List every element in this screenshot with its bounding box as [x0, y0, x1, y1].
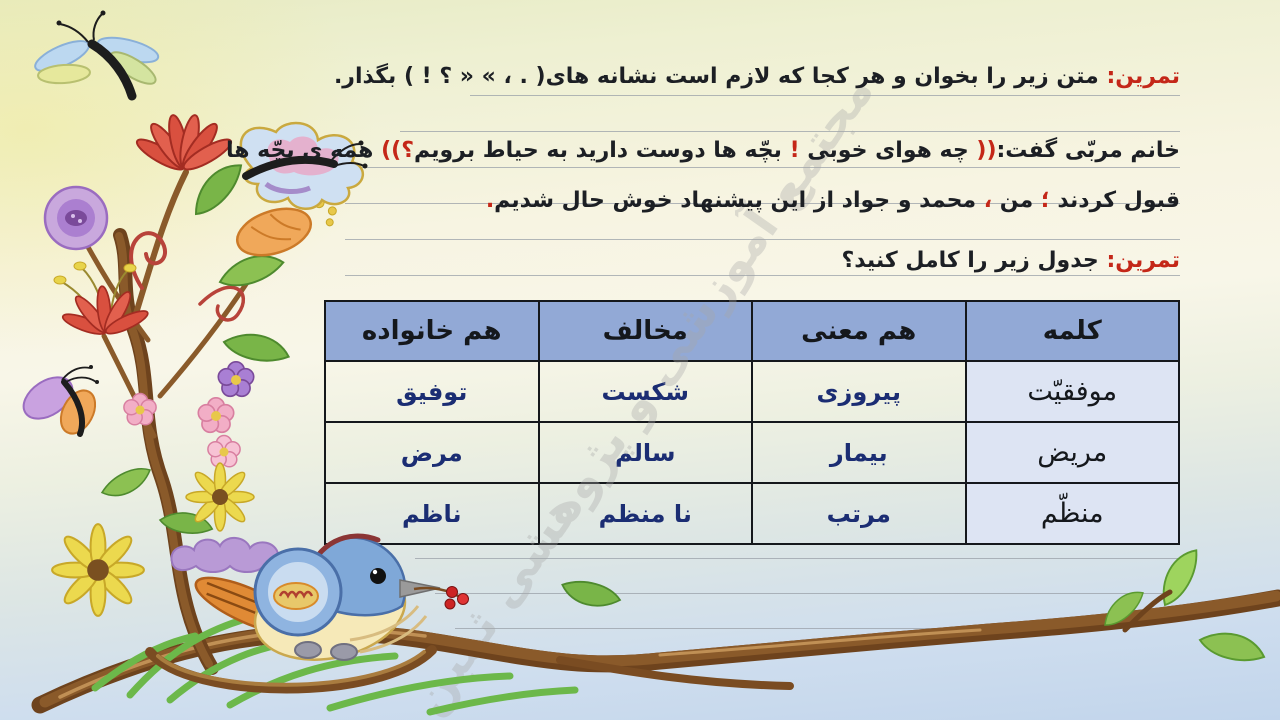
semicolon-mark: ؛: [1040, 188, 1050, 213]
ruled-line: [470, 95, 1180, 96]
period-mark: .: [485, 188, 495, 213]
orange-tulip-flower: [236, 197, 337, 257]
passage-text: قبول کردند: [1049, 188, 1180, 213]
quote-open-mark: ((: [976, 138, 997, 163]
passage-text: خانم مربّی گفت:: [996, 138, 1181, 163]
purple-blossom: [217, 361, 255, 398]
header-family: هم خانواده: [324, 300, 540, 362]
word-cell: موفقیّت: [964, 360, 1180, 423]
comma-mark: ،: [983, 188, 993, 213]
ruled-line: [400, 131, 1180, 132]
family-cell: مرض: [324, 421, 540, 484]
pink-blossoms: [123, 392, 241, 468]
dragonfly-icon: [34, 10, 160, 101]
synonym-cell: پیروزی: [751, 360, 967, 423]
exercise1-body: متن زیر را بخوان و هر کجا که لازم است نش…: [333, 64, 1107, 89]
exclamation-mark: !: [789, 138, 800, 163]
purple-pom-flower: [43, 185, 109, 251]
header-synonym: هم معنی: [751, 300, 967, 362]
exercise2-label: تمرین:: [1106, 248, 1180, 273]
synonym-cell: بیمار: [751, 421, 967, 484]
word-cell: منظّم: [964, 482, 1180, 545]
family-cell: توفیق: [324, 360, 540, 423]
passage-text: محمد و جواد از این پیشنهاد خوش حال شدیم: [494, 188, 984, 213]
red-fan-flower: [53, 261, 152, 339]
table-row: مریض بیمار سالم مرض: [324, 421, 1180, 484]
passage-text: من: [992, 188, 1041, 213]
ruled-line: [345, 275, 1180, 276]
passage-line-2: قبول کردند ؛ من ، محمد و جواد از این پیش…: [486, 188, 1180, 213]
table-row: موفقیّت پیروزی شکست توفیق: [324, 360, 1180, 423]
ruled-line: [345, 239, 1180, 240]
antonym-cell: نا منظم: [537, 482, 753, 545]
bottom-branch-illustration: [31, 543, 1280, 714]
bird-illustration: [91, 533, 579, 716]
purple-ruffle: [170, 537, 299, 574]
synonym-cell: مرتب: [751, 482, 967, 545]
ruled-line: [415, 558, 1180, 559]
butterfly-small-icon: [22, 365, 99, 437]
header-antonym: مخالف: [537, 300, 753, 362]
word-cell: مریض: [964, 421, 1180, 484]
vocabulary-table: کلمه هم معنی مخالف هم خانواده موفقیّت پی…: [324, 300, 1180, 545]
passage-line-1: خانم مربّی گفت:(( چه هوای خوبی ! بچّه ها…: [226, 138, 1180, 163]
yellow-daisy: [51, 523, 145, 617]
exercise1-line: تمرین: متن زیر را بخوان و هر کجا که لازم…: [334, 64, 1180, 89]
table-header-row: کلمه هم معنی مخالف هم خانواده: [324, 300, 1180, 362]
table-row: منظّم مرتب نا منظم ناظم: [324, 482, 1180, 545]
passage-text: چه هوای خوبی: [799, 138, 977, 163]
header-word: کلمه: [964, 300, 1180, 362]
exercise2-body: جدول زیر را کامل کنید؟: [841, 248, 1107, 273]
yellow-daisy: [185, 462, 255, 532]
passage-text: بچّه ها دوست دارید به حیاط برویم: [413, 138, 790, 163]
ruled-line: [435, 593, 1180, 594]
family-cell: ناظم: [324, 482, 540, 545]
exercise2-line: تمرین: جدول زیر را کامل کنید؟: [841, 248, 1180, 273]
butterfly-icon: [239, 121, 368, 210]
passage-text: همه ی بچّه ها: [225, 138, 382, 163]
antonym-cell: شکست: [537, 360, 753, 423]
ruled-line: [360, 167, 1180, 168]
red-lily-flower: [132, 112, 236, 176]
question-quote-mark: ؟)): [381, 138, 414, 163]
ruled-line: [455, 628, 1080, 629]
ruled-line: [345, 203, 1180, 204]
antonym-cell: سالم: [537, 421, 753, 484]
exercise1-label: تمرین:: [1106, 64, 1180, 89]
